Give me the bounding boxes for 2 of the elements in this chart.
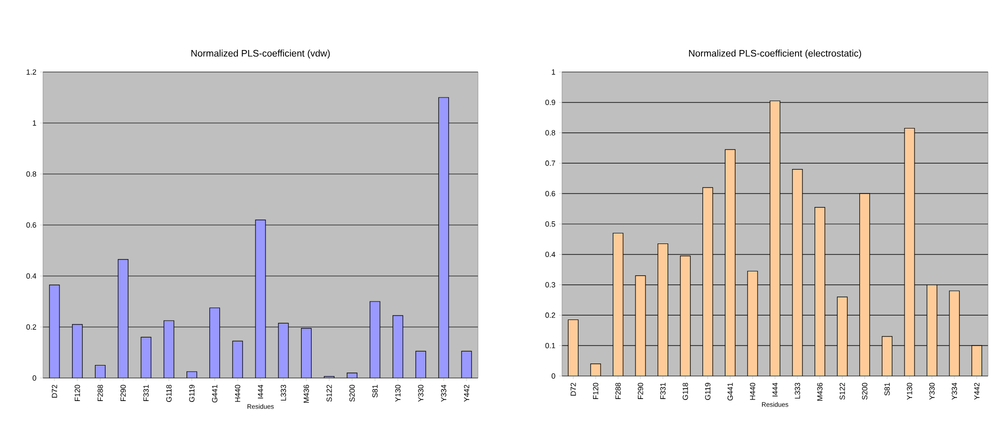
chart-title: Normalized PLS-coefficient (electrostatic) (689, 50, 862, 58)
chart-title: Normalized PLS-coefficient (vdw) (191, 50, 330, 58)
